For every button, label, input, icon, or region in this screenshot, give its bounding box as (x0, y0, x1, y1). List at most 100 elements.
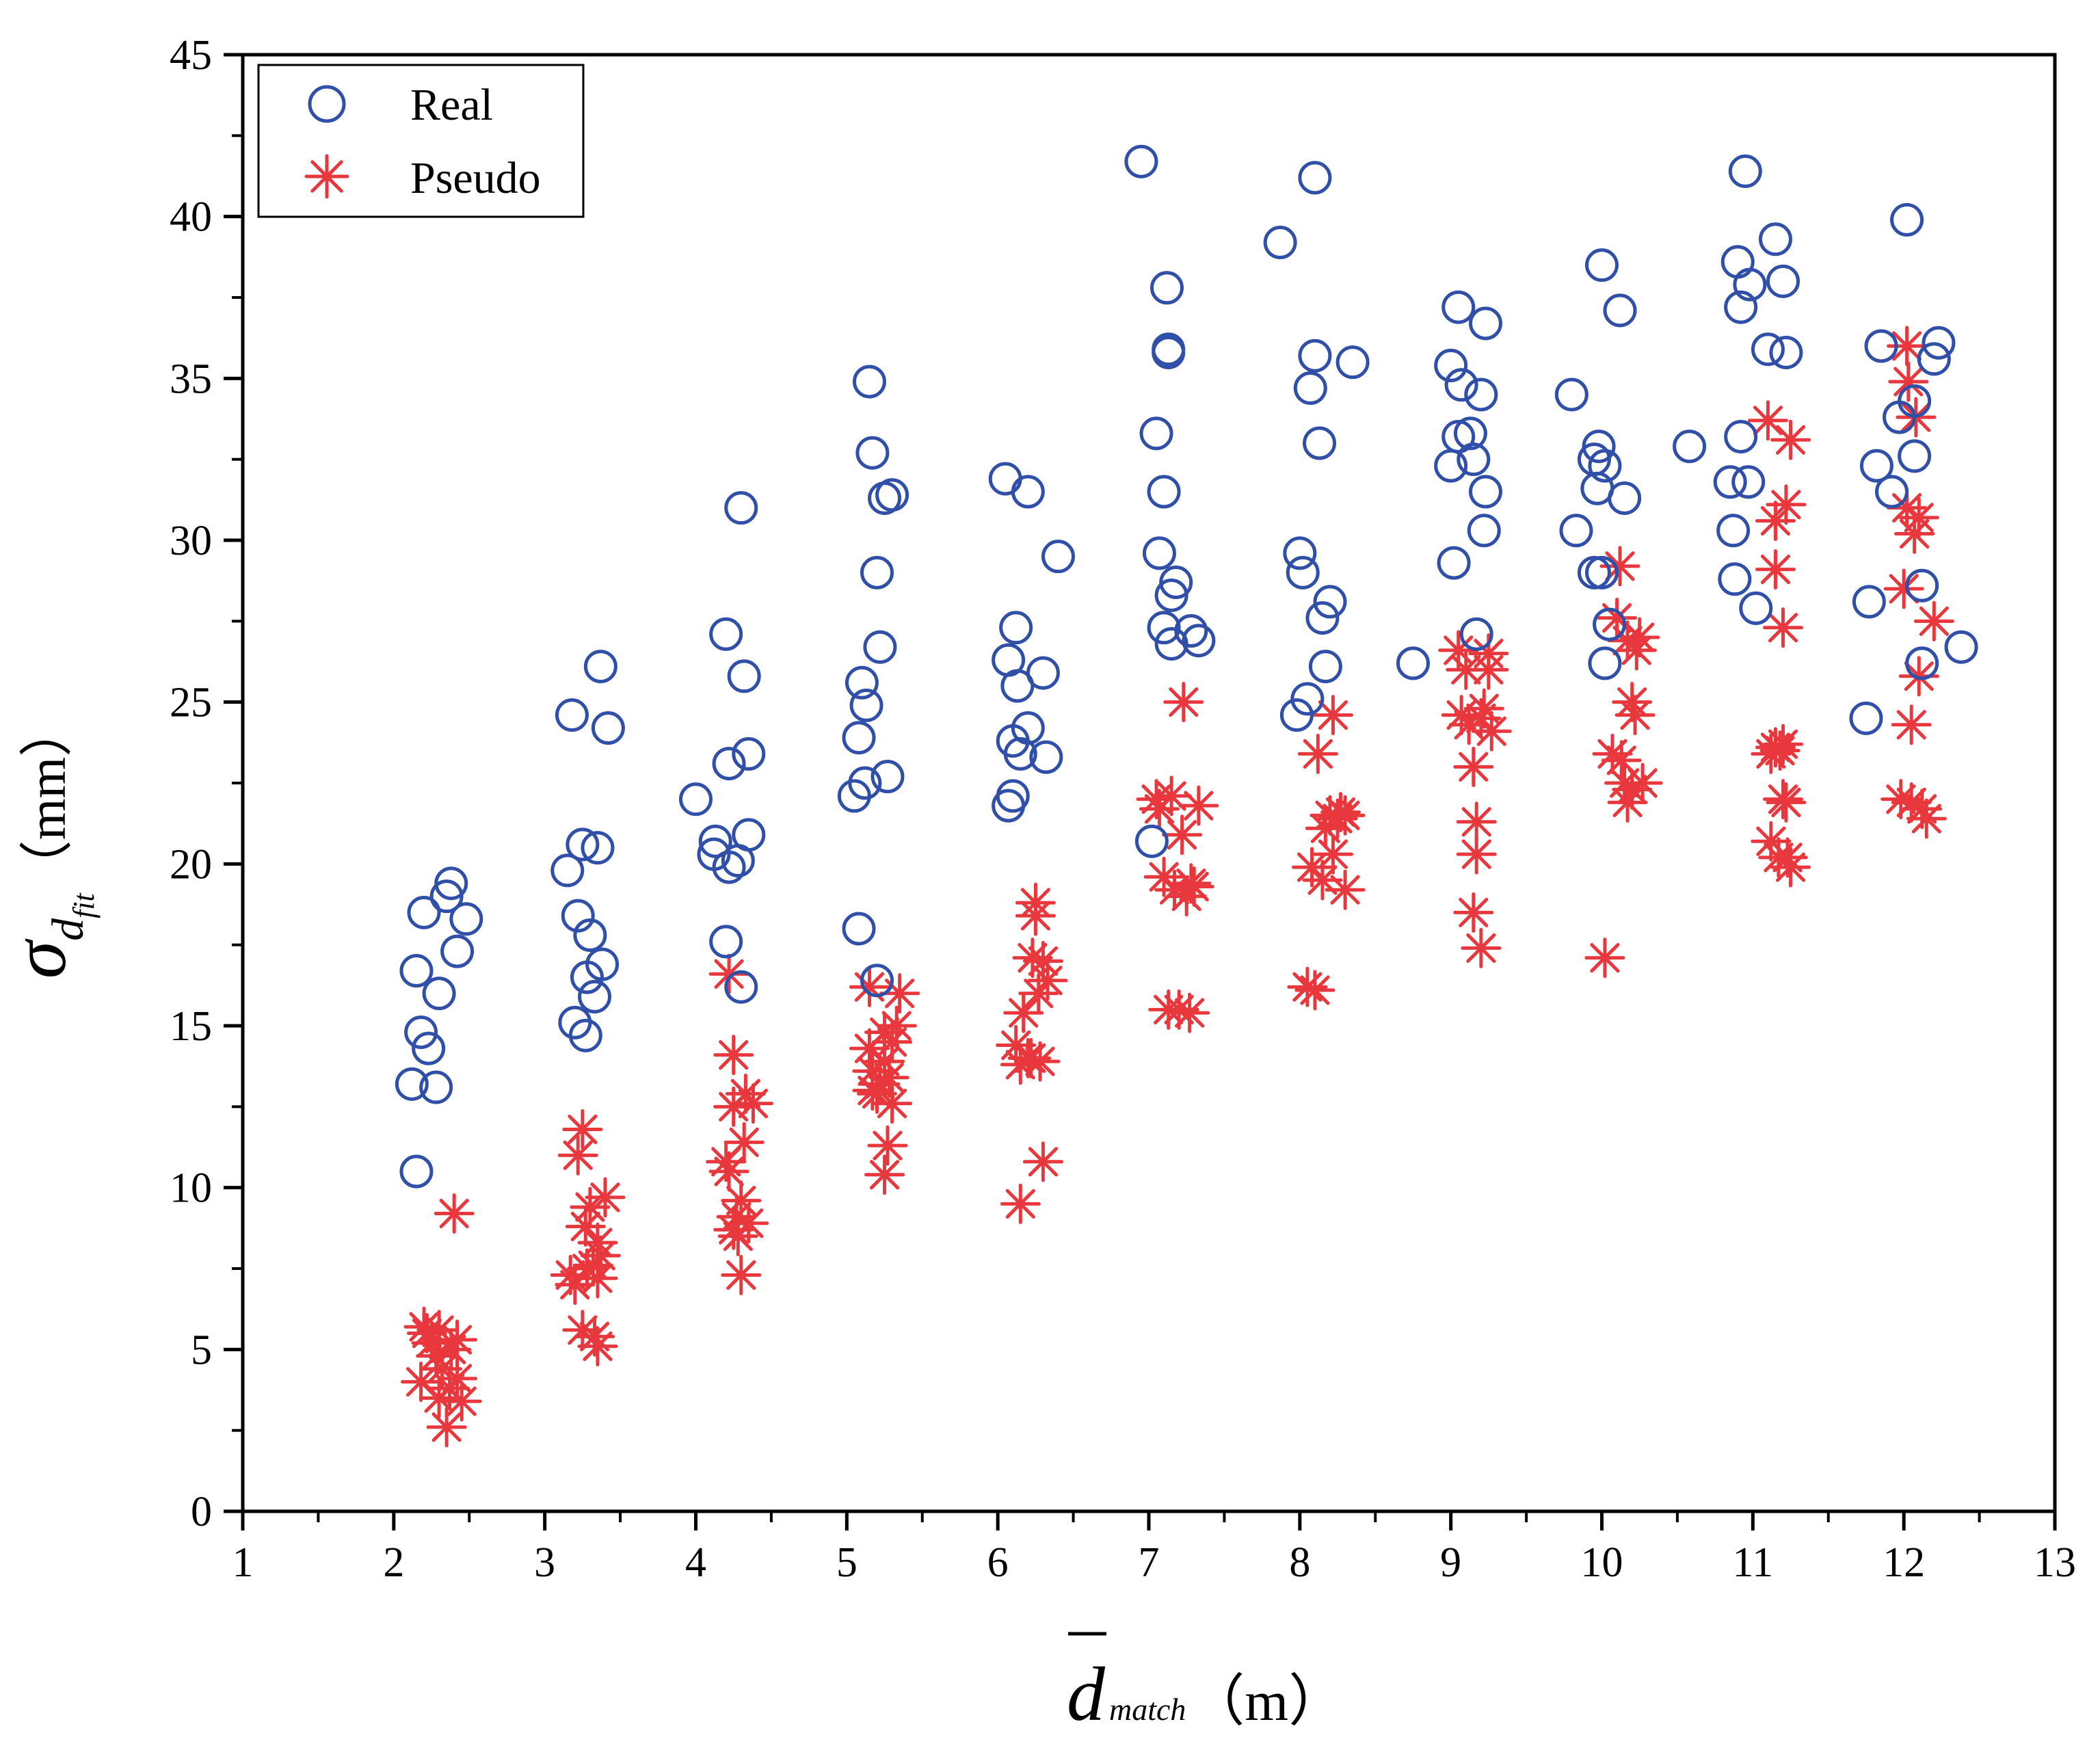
legend-label-pseudo: Pseudo (410, 153, 541, 203)
real-point (1263, 226, 1297, 260)
pseudo-point (1747, 400, 1788, 441)
real-point (727, 659, 761, 693)
y-tick-label: 30 (170, 518, 212, 564)
real-point (712, 747, 746, 781)
real-point (1459, 617, 1493, 651)
pseudo-point (1770, 847, 1811, 888)
real-point (1766, 264, 1800, 298)
real-point (1335, 345, 1370, 380)
real-point (1849, 701, 1883, 735)
real-point (1142, 536, 1176, 570)
real-point (404, 1015, 438, 1049)
pseudo-point (426, 1407, 467, 1448)
real-point (698, 824, 732, 858)
real-point (1174, 614, 1208, 648)
pseudo-point (1162, 814, 1203, 856)
real-point (1769, 335, 1803, 369)
real-point (1150, 271, 1184, 305)
pseudo-point (1584, 938, 1625, 979)
real-point (1673, 429, 1707, 464)
pseudo-point (1294, 970, 1335, 1011)
real-point (1441, 290, 1476, 324)
x-tick-label: 8 (1289, 1539, 1310, 1586)
real-point (1003, 737, 1037, 771)
real-point (412, 1031, 446, 1065)
real-point (1308, 650, 1342, 684)
pseudo-point (1020, 1041, 1061, 1082)
pseudo-point (1325, 869, 1366, 910)
pseudo-point (708, 1151, 749, 1192)
pseudo-point (1456, 834, 1497, 875)
real-point (1441, 420, 1476, 454)
pseudo-point (1018, 973, 1059, 1014)
real-point (842, 721, 876, 755)
y-axis-unit: （mm） (17, 704, 77, 893)
legend-marker-pseudo (304, 154, 349, 199)
pseudo-point (1766, 782, 1807, 823)
real-point (395, 1067, 429, 1101)
pseudo-point (1906, 798, 1947, 839)
pseudo-point (1898, 497, 1939, 538)
real-point (863, 630, 897, 664)
x-tick-label: 1 (232, 1539, 254, 1586)
real-point (1724, 420, 1758, 454)
real-point (1468, 306, 1502, 341)
pseudo-point (1312, 695, 1353, 736)
pseudo-point (1759, 730, 1800, 771)
pseudo-point (723, 1122, 765, 1163)
real-point (860, 964, 894, 998)
real-point (1585, 248, 1619, 282)
real-point (709, 925, 743, 959)
pseudo-point (867, 1125, 908, 1166)
legend-label-real: Real (410, 80, 493, 130)
real-point (1577, 555, 1611, 589)
y-tick-label: 25 (170, 680, 212, 726)
pseudo-point (1891, 704, 1932, 745)
real-point (724, 491, 758, 525)
pseudo-point (1883, 568, 1924, 609)
pseudo-point (1297, 733, 1338, 774)
pseudo-point (1471, 711, 1512, 752)
x-axis-symbol: d (1067, 1652, 1106, 1737)
y-tick-label: 40 (170, 194, 212, 241)
real-point (1279, 698, 1314, 732)
y-tick-label: 10 (170, 1165, 212, 1212)
real-point (422, 977, 456, 1011)
real-point (1751, 332, 1785, 367)
real-point (1716, 514, 1751, 548)
y-tick-label: 15 (170, 1003, 212, 1050)
pseudo-point (1158, 989, 1199, 1030)
pseudo-point (1453, 746, 1494, 787)
pseudo-point (577, 1258, 618, 1299)
pseudo-point (565, 1206, 606, 1247)
real-point (1026, 656, 1060, 690)
real-point (1905, 568, 1939, 602)
real-point (1147, 475, 1181, 509)
plot-area-frame (241, 53, 2057, 1513)
real-point (1444, 368, 1478, 402)
real-point (1608, 481, 1642, 515)
legend: Real Pseudo (257, 64, 585, 218)
y-tick-label: 45 (170, 32, 212, 79)
x-tick-label: 10 (1581, 1539, 1623, 1586)
x-tick-label: 13 (2034, 1539, 2076, 1586)
pseudo-point (1888, 361, 1929, 402)
real-point (1917, 342, 1951, 376)
real-point (1298, 339, 1332, 373)
real-point (679, 782, 713, 817)
real-point (399, 1154, 434, 1189)
x-axis-title: d match（m） (1067, 1632, 1344, 1737)
legend-marker-real (308, 85, 346, 123)
svg-text:σdfit（mm）: σdfit（mm） (0, 704, 101, 979)
real-point (1593, 607, 1627, 641)
real-point (1283, 536, 1317, 570)
real-point (440, 934, 475, 968)
real-point (1147, 611, 1181, 645)
real-point (1468, 475, 1502, 509)
real-point (1852, 585, 1886, 619)
real-point (568, 1018, 602, 1052)
pseudo-point (1755, 501, 1796, 542)
pseudo-point (1022, 940, 1063, 981)
pseudo-point (708, 953, 749, 994)
real-point (434, 866, 468, 901)
